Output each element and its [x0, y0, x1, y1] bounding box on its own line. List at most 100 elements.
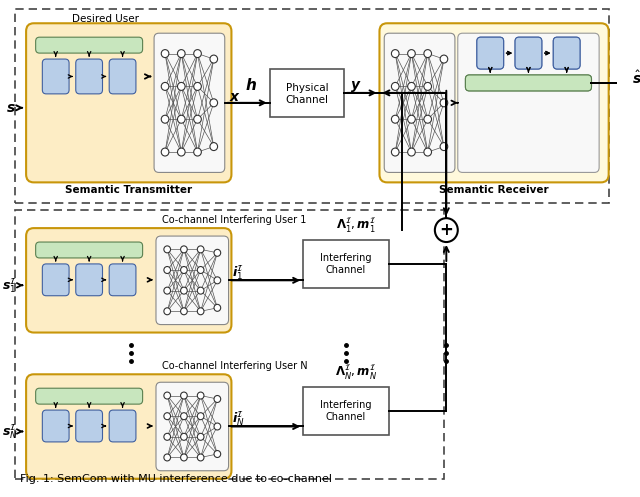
Text: Semantic Transmitter: Semantic Transmitter: [65, 185, 193, 195]
Text: +: +: [440, 221, 453, 239]
Circle shape: [424, 83, 431, 90]
Circle shape: [164, 454, 170, 461]
Circle shape: [440, 55, 448, 63]
Circle shape: [197, 433, 204, 440]
Circle shape: [180, 454, 188, 461]
Circle shape: [180, 413, 188, 419]
Circle shape: [440, 143, 448, 151]
FancyBboxPatch shape: [515, 37, 542, 69]
FancyBboxPatch shape: [26, 23, 232, 182]
FancyBboxPatch shape: [26, 374, 232, 479]
Circle shape: [180, 308, 188, 315]
Text: $\boldsymbol{x}$: $\boldsymbol{x}$: [229, 90, 241, 104]
FancyBboxPatch shape: [156, 236, 228, 325]
Text: $\hat{\boldsymbol{s}}$: $\hat{\boldsymbol{s}}$: [632, 70, 640, 86]
Circle shape: [214, 423, 221, 430]
Circle shape: [177, 115, 185, 123]
Text: Fig. 1: SemCom with MU interference due to co-channel: Fig. 1: SemCom with MU interference due …: [20, 474, 332, 484]
Bar: [15, 210, 444, 479]
Text: $\boldsymbol{y}$: $\boldsymbol{y}$: [350, 80, 362, 94]
Text: $\boldsymbol{s}_1^{\mathcal{I}}$: $\boldsymbol{s}_1^{\mathcal{I}}$: [3, 276, 17, 295]
Bar: [303, 387, 389, 435]
Circle shape: [197, 454, 204, 461]
Text: Co-channel Interfering User N: Co-channel Interfering User N: [162, 361, 308, 371]
Text: $\boldsymbol{\Lambda}_N^{\mathcal{I}},\boldsymbol{m}_N^{\mathcal{I}}$: $\boldsymbol{\Lambda}_N^{\mathcal{I}},\b…: [335, 363, 376, 381]
Circle shape: [435, 218, 458, 242]
Circle shape: [164, 266, 170, 273]
FancyBboxPatch shape: [477, 37, 504, 69]
Text: $\boldsymbol{h}$: $\boldsymbol{h}$: [244, 77, 257, 93]
Text: Desired User: Desired User: [72, 14, 139, 24]
Circle shape: [197, 266, 204, 273]
Circle shape: [161, 50, 169, 58]
Text: $\boldsymbol{i}_1^{\mathcal{I}}$: $\boldsymbol{i}_1^{\mathcal{I}}$: [232, 263, 244, 282]
Text: Channel: Channel: [326, 412, 366, 422]
FancyBboxPatch shape: [36, 388, 143, 404]
Circle shape: [180, 246, 188, 253]
Circle shape: [164, 287, 170, 294]
FancyBboxPatch shape: [76, 410, 102, 442]
Text: $\boldsymbol{s}_N^{\mathcal{I}}$: $\boldsymbol{s}_N^{\mathcal{I}}$: [2, 422, 18, 441]
FancyBboxPatch shape: [109, 410, 136, 442]
Circle shape: [424, 115, 431, 123]
Text: Physical: Physical: [285, 83, 328, 93]
Circle shape: [424, 148, 431, 156]
FancyBboxPatch shape: [384, 33, 455, 172]
Circle shape: [161, 115, 169, 123]
Circle shape: [194, 83, 202, 90]
Circle shape: [194, 148, 202, 156]
Circle shape: [164, 433, 170, 440]
FancyBboxPatch shape: [477, 37, 504, 69]
Text: Channel: Channel: [285, 95, 328, 105]
Circle shape: [214, 277, 221, 284]
Circle shape: [214, 304, 221, 311]
FancyBboxPatch shape: [109, 59, 136, 94]
FancyBboxPatch shape: [154, 33, 225, 172]
FancyBboxPatch shape: [515, 37, 542, 69]
Circle shape: [210, 99, 218, 107]
Text: Interfering: Interfering: [320, 253, 372, 263]
Text: Co-channel Interfering User 1: Co-channel Interfering User 1: [162, 215, 307, 225]
FancyBboxPatch shape: [42, 59, 69, 94]
Circle shape: [197, 308, 204, 315]
Circle shape: [214, 249, 221, 256]
Circle shape: [214, 396, 221, 403]
Circle shape: [164, 246, 170, 253]
Text: $\boldsymbol{s}$: $\boldsymbol{s}$: [6, 101, 16, 115]
Text: Interfering: Interfering: [320, 400, 372, 410]
FancyBboxPatch shape: [380, 23, 609, 182]
Circle shape: [210, 55, 218, 63]
Circle shape: [164, 392, 170, 399]
Circle shape: [197, 246, 204, 253]
FancyBboxPatch shape: [42, 264, 69, 296]
FancyBboxPatch shape: [465, 75, 591, 91]
Circle shape: [177, 83, 185, 90]
Circle shape: [164, 308, 170, 315]
Circle shape: [177, 148, 185, 156]
Circle shape: [210, 143, 218, 151]
Circle shape: [180, 392, 188, 399]
Circle shape: [164, 413, 170, 419]
FancyBboxPatch shape: [458, 33, 599, 172]
Circle shape: [180, 266, 188, 273]
FancyBboxPatch shape: [76, 59, 102, 94]
FancyBboxPatch shape: [36, 37, 143, 53]
Circle shape: [180, 287, 188, 294]
FancyBboxPatch shape: [76, 264, 102, 296]
Circle shape: [392, 50, 399, 58]
FancyBboxPatch shape: [156, 382, 228, 471]
FancyBboxPatch shape: [554, 37, 580, 69]
Circle shape: [194, 115, 202, 123]
FancyBboxPatch shape: [465, 75, 591, 91]
Circle shape: [408, 115, 415, 123]
Bar: [15, 9, 609, 203]
FancyBboxPatch shape: [26, 228, 232, 332]
Circle shape: [214, 451, 221, 458]
Circle shape: [161, 83, 169, 90]
Circle shape: [161, 148, 169, 156]
FancyBboxPatch shape: [109, 264, 136, 296]
Circle shape: [408, 148, 415, 156]
Circle shape: [197, 413, 204, 419]
Circle shape: [440, 99, 448, 107]
Circle shape: [392, 148, 399, 156]
